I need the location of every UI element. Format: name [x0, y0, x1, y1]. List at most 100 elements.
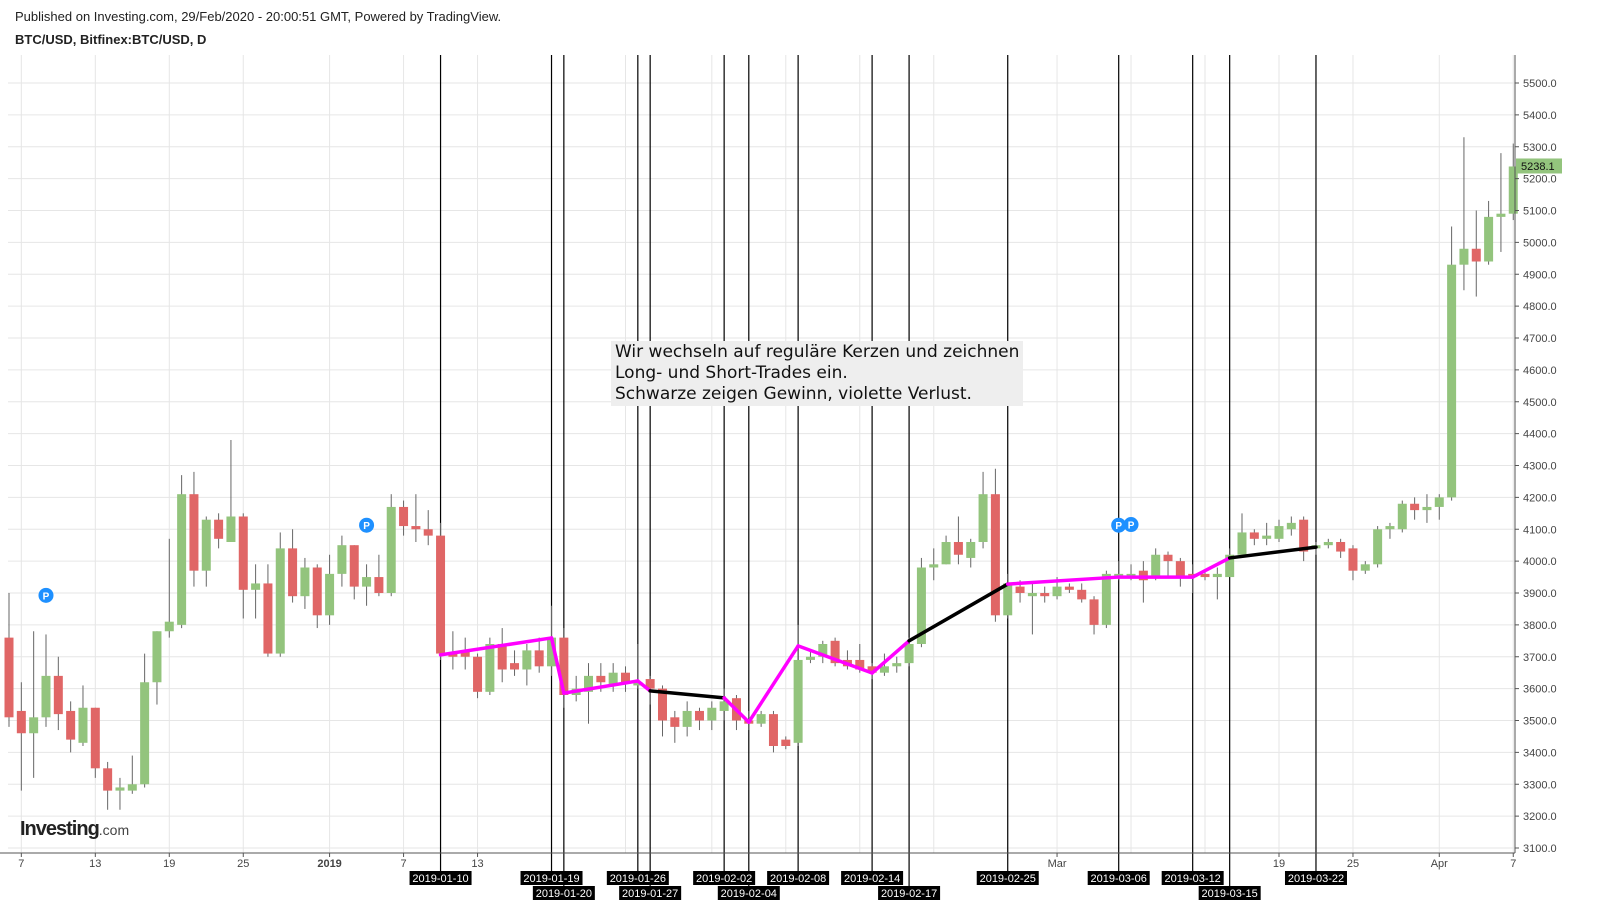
candle-down[interactable] — [510, 663, 520, 670]
candle-up[interactable] — [1052, 586, 1062, 597]
candle-up[interactable] — [1274, 526, 1284, 539]
candle-up[interactable] — [904, 644, 914, 664]
candle-down[interactable] — [66, 710, 76, 740]
candle-up[interactable] — [1397, 503, 1407, 530]
candle-down[interactable] — [460, 650, 470, 657]
candle-up[interactable] — [1422, 506, 1432, 511]
candle-up[interactable] — [386, 506, 396, 593]
trade-line-loss[interactable] — [747, 644, 800, 724]
candle-down[interactable] — [214, 519, 224, 539]
candle-down[interactable] — [312, 567, 322, 616]
candle-up[interactable] — [251, 583, 261, 590]
candle-up[interactable] — [41, 675, 51, 718]
candle-down[interactable] — [90, 707, 100, 769]
trade-line-loss[interactable] — [562, 679, 640, 695]
candle-up[interactable] — [1459, 248, 1469, 265]
candle-down[interactable] — [781, 739, 791, 746]
candle-up[interactable] — [805, 656, 815, 660]
candle-up[interactable] — [362, 577, 372, 587]
candle-down[interactable] — [399, 506, 409, 527]
candle-down[interactable] — [657, 688, 667, 721]
candle-up[interactable] — [1003, 583, 1013, 616]
candle-up[interactable] — [1027, 593, 1037, 597]
candle-down[interactable] — [374, 577, 384, 593]
candle-up[interactable] — [707, 707, 717, 721]
candle-up[interactable] — [1434, 497, 1444, 507]
candle-up[interactable] — [152, 631, 162, 683]
candle-up[interactable] — [1262, 535, 1272, 539]
candle-up[interactable] — [1360, 564, 1370, 571]
candle-up[interactable] — [584, 675, 594, 692]
candle-down[interactable] — [596, 675, 606, 683]
candle-up[interactable] — [485, 644, 495, 692]
candle-up[interactable] — [929, 564, 939, 568]
candle-down[interactable] — [1299, 519, 1309, 552]
candle-up[interactable] — [1323, 542, 1333, 546]
trade-line-loss[interactable] — [1005, 575, 1121, 586]
candle-down[interactable] — [1040, 593, 1050, 597]
trade-line-loss[interactable] — [549, 636, 566, 695]
candle-down[interactable] — [263, 583, 273, 654]
candle-up[interactable] — [201, 519, 211, 571]
trade-line-loss[interactable] — [796, 644, 874, 675]
candle-down[interactable] — [855, 659, 865, 670]
candle-up[interactable] — [115, 787, 125, 791]
candle-up[interactable] — [719, 701, 729, 711]
candle-down[interactable] — [645, 679, 655, 689]
candle-down[interactable] — [1410, 503, 1420, 511]
candle-up[interactable] — [916, 567, 926, 645]
candle-up[interactable] — [177, 494, 187, 625]
candle-up[interactable] — [793, 659, 803, 743]
candle-up[interactable] — [547, 637, 557, 667]
candle-down[interactable] — [867, 666, 877, 673]
candle-up[interactable] — [966, 542, 976, 558]
candle-down[interactable] — [953, 542, 963, 555]
candle-up[interactable] — [633, 682, 643, 686]
candle-down[interactable] — [534, 650, 544, 667]
candle-down[interactable] — [4, 637, 14, 718]
candle-up[interactable] — [892, 663, 902, 667]
candle-down[interactable] — [1471, 248, 1481, 262]
candle-down[interactable] — [830, 640, 840, 664]
candle-down[interactable] — [16, 710, 26, 734]
candle-down[interactable] — [436, 535, 446, 654]
candle-up[interactable] — [1385, 526, 1395, 530]
candle-down[interactable] — [1064, 586, 1074, 590]
candle-down[interactable] — [189, 494, 199, 571]
candle-up[interactable] — [941, 542, 951, 565]
candle-down[interactable] — [1089, 599, 1099, 625]
candle-down[interactable] — [559, 637, 569, 695]
candle-up[interactable] — [127, 784, 137, 791]
candle-down[interactable] — [473, 656, 483, 692]
candle-up[interactable] — [1496, 213, 1506, 217]
candle-up[interactable] — [226, 516, 236, 543]
candle-up[interactable] — [300, 567, 310, 597]
candle-up[interactable] — [164, 621, 174, 632]
candle-up[interactable] — [756, 714, 766, 724]
candle-up[interactable] — [325, 573, 335, 616]
trade-line-loss[interactable] — [438, 636, 554, 657]
candle-up[interactable] — [978, 494, 988, 542]
candle-up[interactable] — [1212, 573, 1222, 578]
candle-down[interactable] — [238, 516, 248, 590]
candle-down[interactable] — [694, 710, 704, 721]
candle-up[interactable] — [337, 545, 347, 574]
candle-up[interactable] — [1237, 532, 1247, 555]
trade-line-loss[interactable] — [636, 679, 652, 693]
candle-up[interactable] — [879, 666, 889, 673]
candle-up[interactable] — [1508, 166, 1518, 214]
candle-down[interactable] — [423, 529, 433, 536]
candle-down[interactable] — [1200, 573, 1210, 578]
candle-up[interactable] — [140, 682, 150, 785]
candle-up[interactable] — [608, 672, 618, 686]
candle-up[interactable] — [1225, 554, 1235, 578]
candle-down[interactable] — [1249, 532, 1259, 539]
candle-down[interactable] — [1163, 554, 1173, 562]
candle-down[interactable] — [1175, 561, 1185, 578]
candle-down[interactable] — [103, 768, 113, 791]
candle-down[interactable] — [1077, 589, 1087, 600]
candle-up[interactable] — [1101, 573, 1111, 625]
candle-down[interactable] — [497, 644, 507, 670]
trade-line-profit[interactable] — [648, 689, 726, 700]
